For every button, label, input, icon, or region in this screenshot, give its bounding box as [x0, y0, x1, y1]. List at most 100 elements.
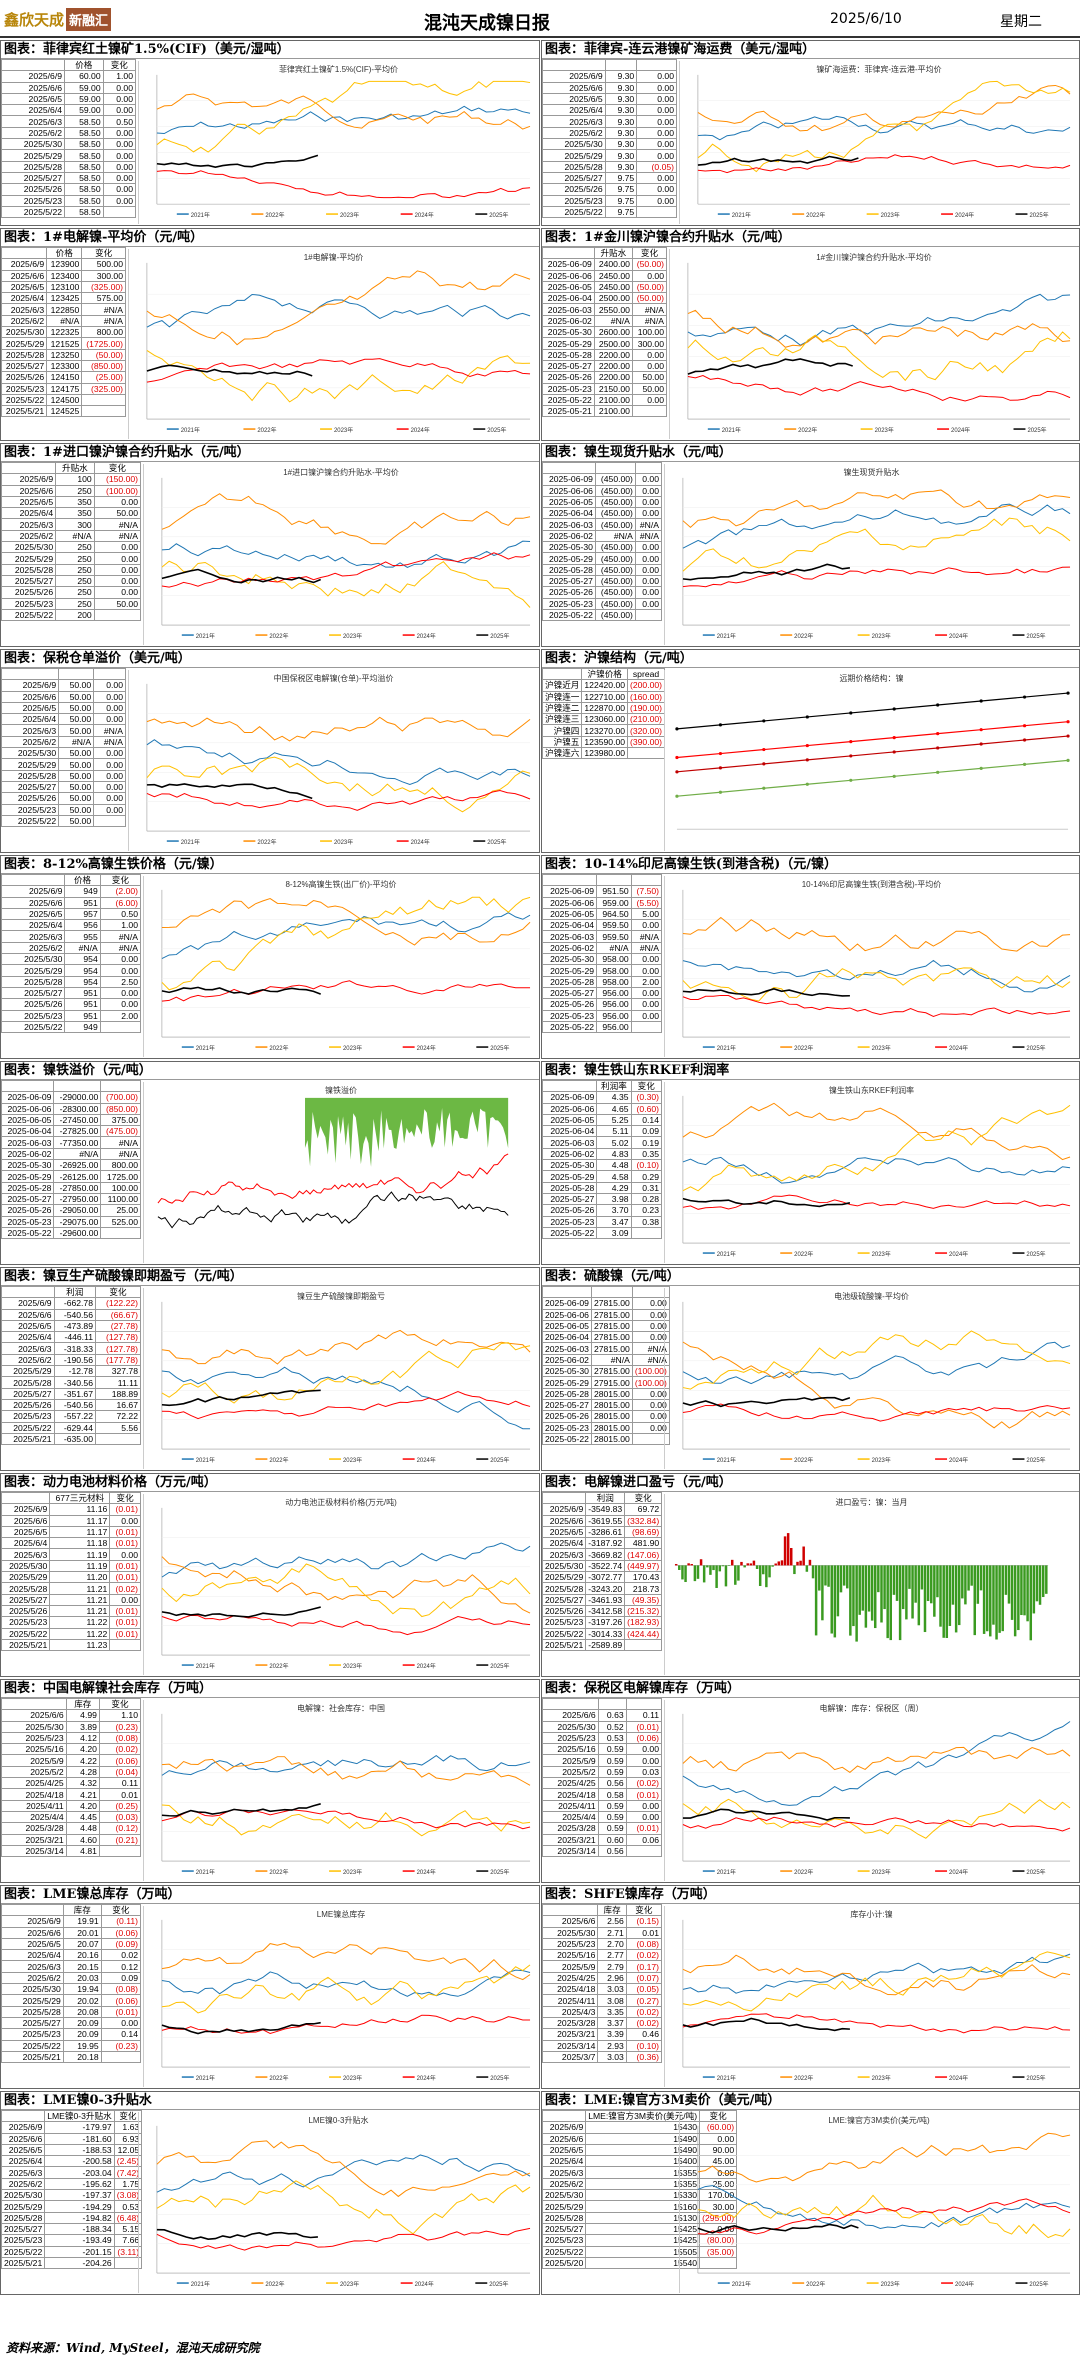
row-date: 2025/5/23 [1, 1731, 67, 1745]
table-row: 2025-05-29 (450.00) 0.00 [542, 552, 663, 565]
series-line-4 [682, 1816, 1071, 1832]
row-date: 2025-05-26 [542, 371, 595, 384]
row-value: 9.75 [604, 194, 638, 207]
bar-mark [895, 1565, 899, 1601]
table-row: 2025/6/9 11.16 (0.01) [1, 1503, 141, 1516]
legend-label: 2024年 [417, 1868, 436, 1876]
row-change: 0.00 [99, 986, 142, 1000]
series-line-1 [682, 1953, 1071, 1994]
column-header: 变化 [631, 246, 668, 260]
bar-mark [864, 1565, 868, 1628]
chart-svg: 2021年 2022年 2023年 2024年 2025年 [682, 477, 1071, 640]
table-header-row: 沪镍价格 spread [542, 667, 666, 681]
panel-p18: 图表：保税区电解镍库存（万吨） 2025/6/6 0.63 0.11 2025/5/30… [541, 1679, 1080, 1883]
row-change: 50.00 [631, 382, 668, 395]
row-value: #N/A [593, 314, 633, 328]
bar-mark [824, 1565, 827, 1586]
row-date: 2025/5/28 [1, 348, 48, 361]
row-date: 2025-06-05 [542, 1319, 592, 1333]
bar-mark [849, 1565, 852, 1636]
row-change: (0.07) [625, 1971, 663, 1985]
table-row: 2025-05-23 (450.00) 0.00 [542, 597, 663, 610]
row-change: 1.00 [99, 919, 142, 932]
row-value: 122710.00 [581, 690, 629, 703]
table-row: 2025/5/26 -540.56 16.67 [1, 1398, 141, 1412]
bar-mark [982, 1565, 986, 1634]
table-row: 2025-06-05 964.50 5.00 [542, 907, 663, 921]
table-row: 2025/6/9 -3549.83 69.72 [542, 1503, 663, 1516]
row-change: 0.00 [99, 998, 142, 1011]
panel-chart: 8-12%高镍生铁(出厂价)-平均价 2021年 2022年 2023年 2024年 20… [143, 876, 538, 1057]
row-value: -351.67 [53, 1387, 97, 1400]
row-date: 2025/6/9 [1, 1297, 55, 1310]
row-date: 2025/5/29 [1, 1994, 64, 2007]
series-line-3 [146, 350, 531, 403]
column-header: 价格 [64, 873, 101, 887]
legend-label: 2023年 [872, 1456, 891, 1464]
row-date: 2025/5/21 [1, 2050, 64, 2064]
series-line-5 [697, 155, 859, 166]
legend-label: 2025年 [490, 1868, 509, 1876]
row-value: -473.89 [53, 1319, 97, 1333]
table-row: 2025-06-09 -29000.00 (700.00) [1, 1091, 141, 1104]
column-header: 变化 [98, 1697, 142, 1711]
row-change: 0.00 [631, 1308, 670, 1321]
table-header-row: 库存 变化 [1, 1697, 142, 1711]
row-value: -629.44 [53, 1421, 97, 1434]
row-date: 2025/3/14 [542, 2039, 599, 2052]
table-row: 2025/5/30 15330 170.00 [542, 2189, 738, 2202]
row-change: (127.78) [95, 1342, 141, 1355]
row-change: 5.56 [95, 1421, 141, 1434]
row-change: (0.02) [98, 1743, 142, 1756]
row-change: 0.31 [630, 1181, 663, 1194]
row-date: 2025-05-22 [1, 1226, 55, 1240]
row-date: 2025/5/23 [542, 1731, 599, 1745]
row-value: 3.08 [597, 1994, 627, 2007]
bar-mark [936, 1565, 939, 1598]
bar-mark [1020, 1565, 1023, 1616]
row-date: 2025/5/27 [542, 2222, 587, 2236]
row-change: #N/A [631, 1342, 670, 1355]
table-row: 2025/5/22 -201.15 (3.11) [1, 2245, 143, 2258]
table-row: 2025/6/6 0.63 0.11 [542, 1709, 663, 1722]
data-table: 升贴水 变化 2025/6/9 100 (150.00) 2025/6/6 250 (100.… [1, 461, 142, 622]
bar-mark [1004, 1565, 1008, 1595]
table-row: 2025-05-28 4.29 0.31 [542, 1181, 663, 1194]
row-date: 2025-06-05 [542, 495, 596, 509]
series-line-4 [697, 2198, 1071, 2235]
table-row: 2025/5/16 4.20 (0.02) [1, 1743, 142, 1756]
row-date: 2025/5/30 [1, 953, 66, 966]
bar-mark [1032, 1565, 1036, 1614]
row-value: 50.00 [58, 679, 95, 692]
row-value: -27450.00 [53, 1113, 102, 1127]
row-change: #N/A [93, 724, 126, 737]
row-value: -188.53 [44, 2143, 115, 2157]
legend-label: 2024年 [417, 632, 436, 640]
row-value: 123270.00 [581, 724, 629, 737]
series-line-1 [161, 540, 531, 568]
row-date: 2025/6/5 [1, 280, 48, 294]
row-date: 2025/5/28 [1, 563, 57, 576]
bar-mark [920, 1565, 924, 1590]
row-change: #N/A [100, 1136, 141, 1149]
row-change: 0.00 [625, 1810, 663, 1824]
legend-label: 2022年 [269, 632, 288, 640]
row-value: 0.59 [597, 1743, 627, 1756]
chart-title: 动力电池正极材料价格(万元/吨) [285, 1498, 397, 1507]
series-line-2 [682, 1102, 1071, 1161]
table-header-row: 价格 变化 [1, 873, 142, 887]
table-row: 2025/5/22 9.75 [542, 205, 677, 219]
row-change: #N/A [634, 529, 663, 543]
row-value: 11.16 [49, 1503, 111, 1516]
table-row: 2025-06-06 2450.00 0.00 [542, 269, 668, 282]
table-row: 2025-05-27 (450.00) 0.00 [542, 574, 663, 588]
table-row: 2025/4/4 4.45 (0.03) [1, 1810, 142, 1824]
row-date: 2025/5/26 [1, 371, 48, 384]
row-change: (0.60) [630, 1102, 663, 1115]
bar-mark [734, 1565, 737, 1585]
row-change: 0.29 [630, 1170, 663, 1183]
legend-label: 2021年 [196, 1662, 215, 1670]
bar-mark [877, 1565, 880, 1593]
bar-mark [961, 1565, 964, 1599]
bar-mark [908, 1565, 911, 1589]
